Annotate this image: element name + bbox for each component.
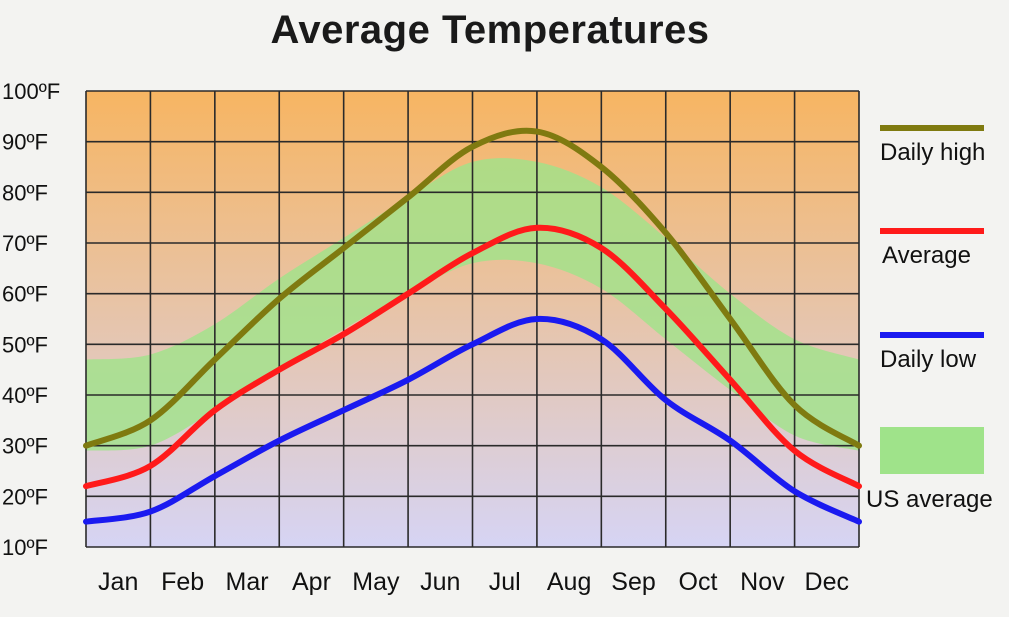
x-tick-label: Feb: [161, 568, 204, 596]
y-tick-label: 100ºF: [2, 79, 60, 104]
y-tick-label: 20ºF: [2, 484, 48, 509]
y-tick-label: 80ºF: [2, 180, 48, 205]
x-tick-label: Aug: [547, 568, 591, 596]
x-tick-label: Jan: [98, 568, 138, 596]
chart-title: Average Temperatures: [270, 8, 710, 52]
y-tick-label: 30ºF: [2, 434, 48, 459]
legend-label: Daily high: [880, 139, 985, 166]
x-tick-label: Nov: [740, 568, 785, 596]
series-line-daily-high: [83, 127, 862, 449]
y-tick-label: 40ºF: [2, 383, 48, 408]
series-line-daily-low: [83, 315, 862, 525]
y-tick-label: 70ºF: [2, 231, 48, 256]
x-tick-label: Jun: [420, 568, 460, 596]
legend-label: Average: [882, 242, 971, 269]
x-tick-label: Mar: [226, 568, 269, 596]
y-tick-label: 50ºF: [2, 332, 48, 357]
legend-label: Daily low: [880, 346, 977, 373]
y-tick-label: 90ºF: [2, 130, 48, 155]
x-tick-label: Jul: [489, 568, 521, 596]
y-tick-label: 10ºF: [2, 535, 48, 560]
x-tick-label: May: [352, 568, 400, 596]
x-tick-label: Dec: [805, 568, 849, 596]
x-tick-label: Apr: [292, 568, 331, 596]
legend-label: US average: [866, 486, 993, 513]
y-tick-label: 60ºF: [2, 282, 48, 307]
x-tick-label: Oct: [679, 568, 718, 596]
x-tick-label: Sep: [611, 568, 655, 596]
legend-swatch-us-average: [880, 427, 984, 474]
series-line-average: [83, 224, 862, 490]
